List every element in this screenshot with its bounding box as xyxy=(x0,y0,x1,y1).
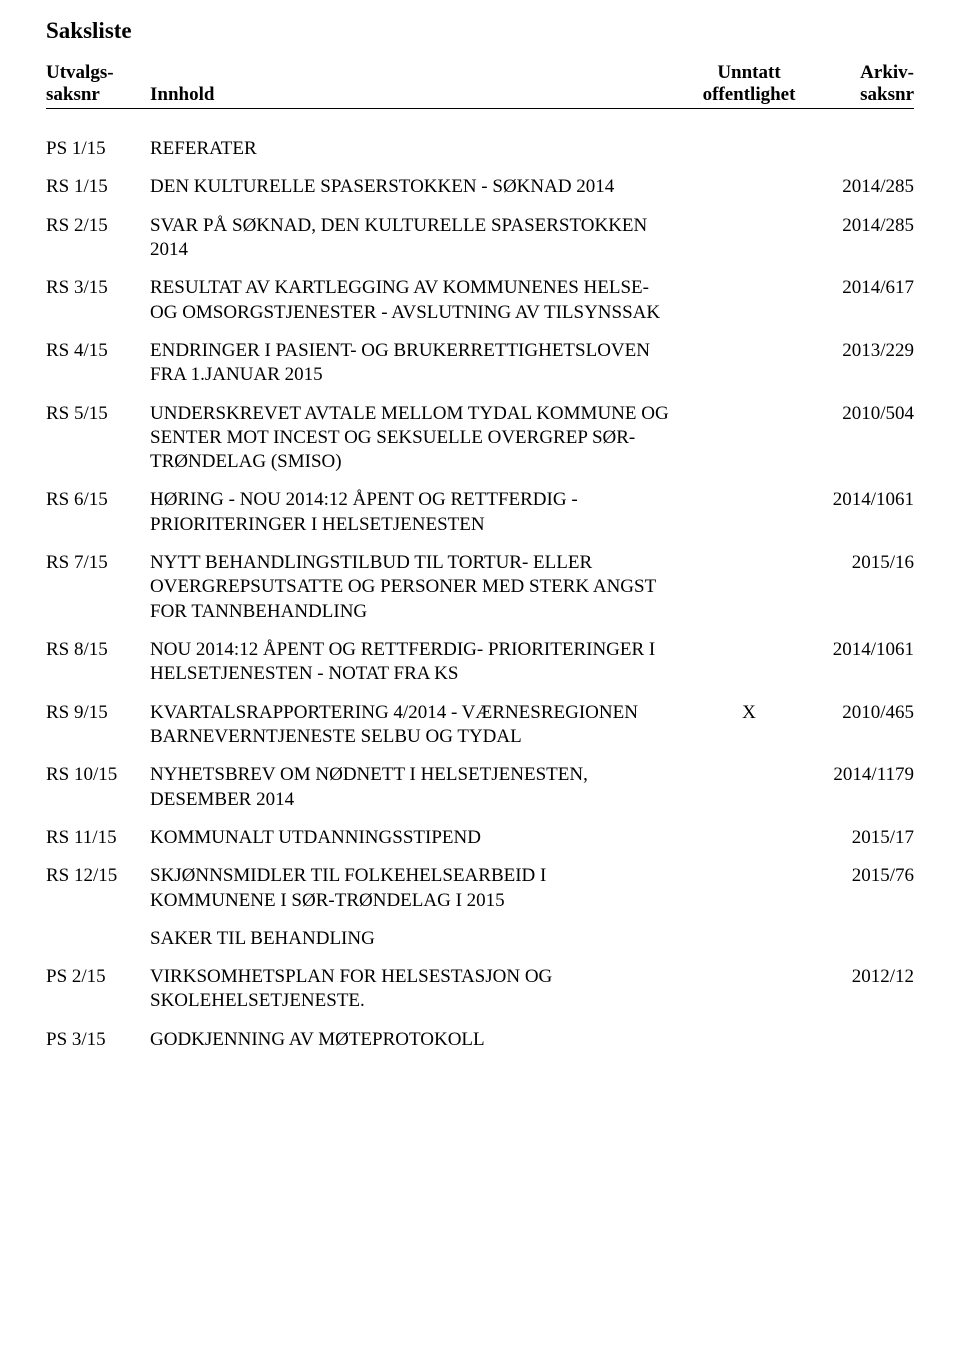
cell-innhold: REFERATER xyxy=(150,137,684,161)
cell-saksnr: PS 3/15 xyxy=(46,1028,150,1052)
cell-saksnr: PS 1/15 xyxy=(46,137,150,161)
table-header: Utvalgs- saksnr Innhold Unntatt offentli… xyxy=(46,62,914,109)
cell-saksnr: RS 11/15 xyxy=(46,826,150,850)
cell-arkiv: 2010/465 xyxy=(814,701,914,725)
cell-innhold: DEN KULTURELLE SPASERSTOKKEN - SØKNAD 20… xyxy=(150,175,684,199)
cell-arkiv: 2015/16 xyxy=(814,551,914,575)
cell-arkiv: 2014/617 xyxy=(814,276,914,300)
page-title: Saksliste xyxy=(46,18,914,44)
cell-saksnr: RS 5/15 xyxy=(46,402,150,426)
table-row: RS 5/15UNDERSKREVET AVTALE MELLOM TYDAL … xyxy=(46,402,914,475)
header-innhold-label: Innhold xyxy=(150,84,214,106)
cell-arkiv: 2012/12 xyxy=(814,965,914,989)
cell-saksnr: RS 3/15 xyxy=(46,276,150,300)
cell-arkiv: 2013/229 xyxy=(814,339,914,363)
header-innhold: Innhold xyxy=(150,62,684,106)
cell-saksnr: RS 4/15 xyxy=(46,339,150,363)
cell-arkiv: 2014/1061 xyxy=(814,638,914,662)
cell-innhold: KOMMUNALT UTDANNINGSSTIPEND xyxy=(150,826,684,850)
cell-arkiv: 2015/76 xyxy=(814,864,914,888)
cell-arkiv: 2010/504 xyxy=(814,402,914,426)
cell-innhold: NOU 2014:12 ÅPENT OG RETTFERDIG- PRIORIT… xyxy=(150,638,684,687)
header-saksnr-line2: saksnr xyxy=(46,84,150,106)
table-row: RS 6/15HØRING - NOU 2014:12 ÅPENT OG RET… xyxy=(46,488,914,537)
table-row: SAKER TIL BEHANDLING xyxy=(46,927,914,951)
cell-arkiv: 2014/285 xyxy=(814,214,914,238)
cell-innhold: SKJØNNSMIDLER TIL FOLKEHELSEARBEID I KOM… xyxy=(150,864,684,913)
cell-arkiv: 2015/17 xyxy=(814,826,914,850)
cell-innhold: ENDRINGER I PASIENT- OG BRUKERRETTIGHETS… xyxy=(150,339,684,388)
cell-saksnr: RS 2/15 xyxy=(46,214,150,238)
cell-saksnr: RS 8/15 xyxy=(46,638,150,662)
cell-innhold: UNDERSKREVET AVTALE MELLOM TYDAL KOMMUNE… xyxy=(150,402,684,475)
table-body: PS 1/15REFERATERRS 1/15DEN KULTURELLE SP… xyxy=(46,137,914,1052)
table-row: RS 10/15NYHETSBREV OM NØDNETT I HELSETJE… xyxy=(46,763,914,812)
table-row: PS 2/15VIRKSOMHETSPLAN FOR HELSESTASJON … xyxy=(46,965,914,1014)
header-unntatt-line2: offentlighet xyxy=(684,84,814,106)
header-unntatt-line1: Unntatt xyxy=(684,62,814,84)
cell-innhold: SVAR PÅ SØKNAD, DEN KULTURELLE SPASERSTO… xyxy=(150,214,684,263)
cell-saksnr: RS 9/15 xyxy=(46,701,150,725)
header-unntatt: Unntatt offentlighet xyxy=(684,62,814,106)
cell-saksnr: RS 7/15 xyxy=(46,551,150,575)
cell-arkiv: 2014/285 xyxy=(814,175,914,199)
cell-unntatt: X xyxy=(684,701,814,725)
cell-innhold: VIRKSOMHETSPLAN FOR HELSESTASJON OG SKOL… xyxy=(150,965,684,1014)
table-row: RS 12/15SKJØNNSMIDLER TIL FOLKEHELSEARBE… xyxy=(46,864,914,913)
header-arkiv-line1: Arkiv- xyxy=(814,62,914,84)
cell-innhold: SAKER TIL BEHANDLING xyxy=(150,927,684,951)
table-row: RS 1/15DEN KULTURELLE SPASERSTOKKEN - SØ… xyxy=(46,175,914,199)
header-saksnr-line1: Utvalgs- xyxy=(46,62,150,84)
cell-innhold: NYHETSBREV OM NØDNETT I HELSETJENESTEN, … xyxy=(150,763,684,812)
table-row: RS 9/15KVARTALSRAPPORTERING 4/2014 - VÆR… xyxy=(46,701,914,750)
cell-saksnr: RS 1/15 xyxy=(46,175,150,199)
cell-arkiv: 2014/1061 xyxy=(814,488,914,512)
cell-innhold: GODKJENNING AV MØTEPROTOKOLL xyxy=(150,1028,684,1052)
cell-innhold: HØRING - NOU 2014:12 ÅPENT OG RETTFERDIG… xyxy=(150,488,684,537)
cell-saksnr: RS 6/15 xyxy=(46,488,150,512)
table-row: RS 2/15SVAR PÅ SØKNAD, DEN KULTURELLE SP… xyxy=(46,214,914,263)
table-row: PS 1/15REFERATER xyxy=(46,137,914,161)
header-arkiv: Arkiv- saksnr xyxy=(814,62,914,106)
table-row: RS 11/15KOMMUNALT UTDANNINGSSTIPEND 2015/… xyxy=(46,826,914,850)
cell-saksnr: RS 10/15 xyxy=(46,763,150,787)
cell-innhold: NYTT BEHANDLINGSTILBUD TIL TORTUR- ELLER… xyxy=(150,551,684,624)
cell-innhold: RESULTAT AV KARTLEGGING AV KOMMUNENES HE… xyxy=(150,276,684,325)
cell-saksnr: RS 12/15 xyxy=(46,864,150,888)
table-row: RS 7/15NYTT BEHANDLINGSTILBUD TIL TORTUR… xyxy=(46,551,914,624)
cell-innhold: KVARTALSRAPPORTERING 4/2014 - VÆRNESREGI… xyxy=(150,701,684,750)
table-row: RS 4/15ENDRINGER I PASIENT- OG BRUKERRET… xyxy=(46,339,914,388)
header-saksnr: Utvalgs- saksnr xyxy=(46,62,150,106)
table-row: PS 3/15GODKJENNING AV MØTEPROTOKOLL xyxy=(46,1028,914,1052)
table-row: RS 8/15NOU 2014:12 ÅPENT OG RETTFERDIG- … xyxy=(46,638,914,687)
cell-saksnr: PS 2/15 xyxy=(46,965,150,989)
header-arkiv-line2: saksnr xyxy=(814,84,914,106)
table-row: RS 3/15RESULTAT AV KARTLEGGING AV KOMMUN… xyxy=(46,276,914,325)
cell-arkiv: 2014/1179 xyxy=(814,763,914,787)
